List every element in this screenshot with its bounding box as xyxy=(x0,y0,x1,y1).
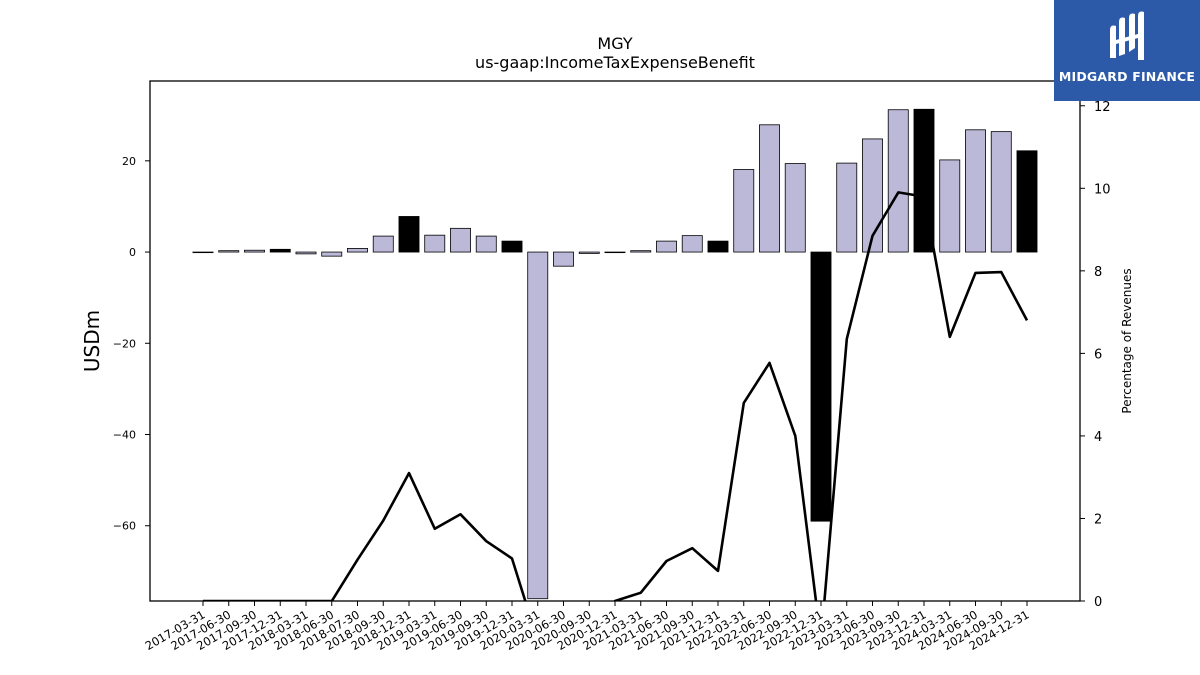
bar-2020-06-30 xyxy=(553,251,574,267)
bar-2022-09-30 xyxy=(784,163,806,253)
y-tick-label: −60 xyxy=(113,520,136,533)
y2-tick-label: 10 xyxy=(1094,182,1111,197)
bar-2023-03-31 xyxy=(836,162,858,253)
bar-2023-09-30 xyxy=(887,109,909,253)
bar-2020-09-30 xyxy=(578,251,600,254)
line-series xyxy=(203,191,1029,601)
bar-2019-12-31 xyxy=(501,240,523,253)
bar-series xyxy=(192,108,1038,600)
bar-2020-12-31 xyxy=(604,251,626,254)
y2-tick-label: 8 xyxy=(1094,265,1102,280)
percentage-line xyxy=(203,191,1029,601)
bar-2024-06-30 xyxy=(965,129,986,253)
bar-2019-09-30 xyxy=(475,235,497,253)
bar-2020-03-31 xyxy=(527,251,549,600)
bar-2018-12-31 xyxy=(398,216,420,253)
chart-title: MGY xyxy=(597,34,632,53)
y2-tick-label: 12 xyxy=(1094,100,1111,115)
axes: −60−40−200200246810122017-03-312017-06-3… xyxy=(113,80,1111,653)
bar-2017-09-30 xyxy=(244,249,265,253)
bar-2018-03-31 xyxy=(295,251,317,255)
brand-logo: MIDGARD FINANCE xyxy=(1054,0,1200,101)
bar-2024-12-31 xyxy=(1016,150,1038,253)
bar-2024-09-30 xyxy=(990,131,1012,253)
y-tick-label: −20 xyxy=(113,337,136,350)
y2-tick-label: 6 xyxy=(1094,347,1102,362)
bar-2019-03-31 xyxy=(424,234,446,253)
bar-2017-03-31 xyxy=(192,251,214,254)
plot-frame xyxy=(149,80,1081,602)
y2-tick-label: 2 xyxy=(1094,512,1102,527)
bar-2018-09-30 xyxy=(372,235,394,253)
logo-mark-icon xyxy=(1110,11,1144,60)
bar-2017-06-30 xyxy=(218,250,240,253)
y-tick-label: 20 xyxy=(122,155,136,168)
bar-2017-12-31 xyxy=(269,248,291,253)
bar-2018-06-30 xyxy=(321,251,343,257)
bar-2021-12-31 xyxy=(707,240,729,253)
bar-2021-09-30 xyxy=(681,235,703,253)
bar-2022-12-31 xyxy=(810,251,832,522)
bar-2018-07-30 xyxy=(347,248,368,253)
logo-text: MIDGARD FINANCE xyxy=(1058,69,1196,84)
y-tick-label: −40 xyxy=(113,429,136,442)
bar-2019-06-30 xyxy=(450,227,471,253)
bar-2022-03-31 xyxy=(733,169,755,253)
y-axis-label: USDm xyxy=(80,310,104,372)
bar-2024-03-31 xyxy=(939,159,961,253)
y2-tick-label: 4 xyxy=(1094,430,1102,445)
y2-tick-label: 0 xyxy=(1094,595,1102,610)
bar-2021-03-31 xyxy=(630,250,652,253)
bar-2022-06-30 xyxy=(759,124,780,253)
bar-2023-06-30 xyxy=(862,138,883,253)
bar-2023-12-31 xyxy=(913,108,935,253)
chart-subtitle: us-gaap:IncomeTaxExpenseBenefit xyxy=(475,53,755,72)
y2-axis-label: Percentage of Revenues xyxy=(1120,268,1134,413)
bar-2021-06-30 xyxy=(656,240,677,253)
y-tick-label: 0 xyxy=(129,246,136,259)
